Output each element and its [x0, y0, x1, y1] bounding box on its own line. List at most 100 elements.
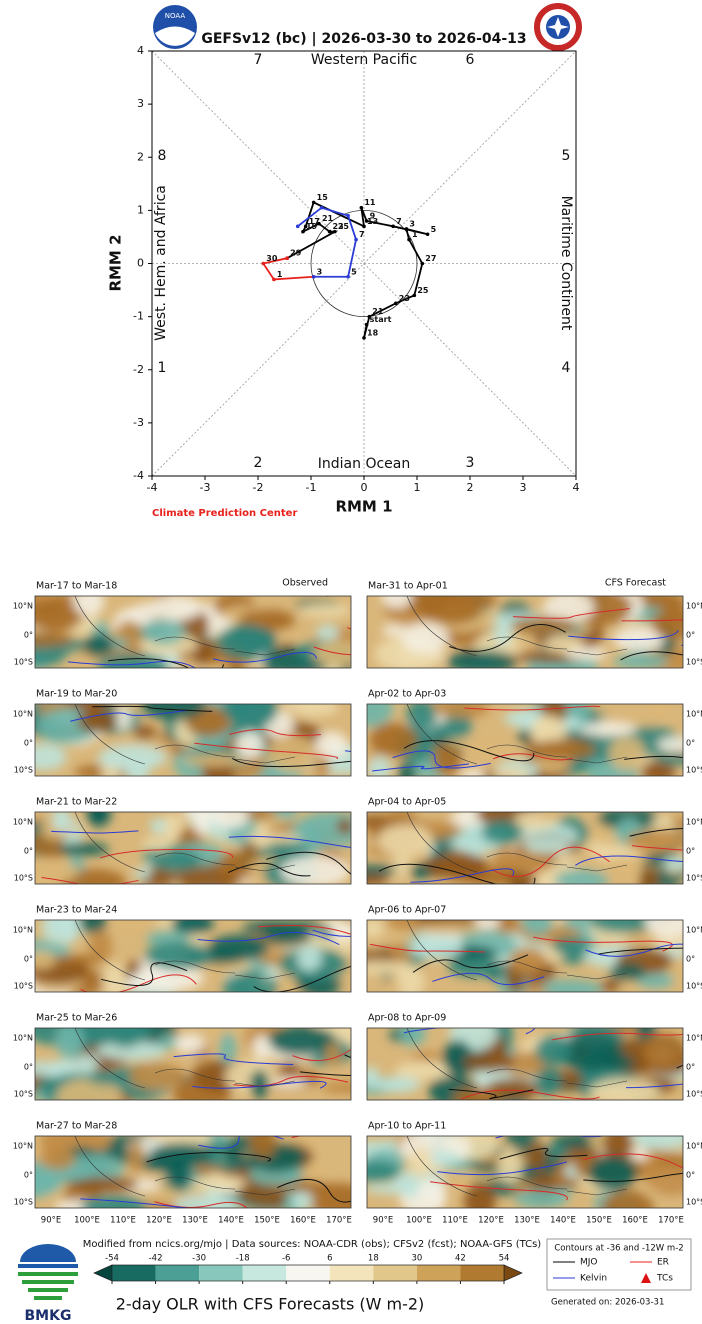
olr-blob	[367, 1160, 402, 1183]
contour	[70, 709, 188, 722]
lat-label: 0°	[24, 847, 33, 856]
point-label: 1	[277, 270, 283, 279]
olr-blob	[381, 596, 413, 609]
olr-blob	[409, 1146, 432, 1179]
colorbar-bin	[155, 1265, 200, 1281]
map-panel	[35, 920, 351, 992]
source-note: Modified from ncics.org/mjo | Data sourc…	[83, 1239, 542, 1250]
point-label: 23	[333, 222, 344, 231]
olr-blob	[601, 1189, 654, 1208]
lat-label: 10°N	[13, 818, 33, 827]
contour	[312, 929, 351, 937]
lon-label: 170°E	[326, 1216, 352, 1226]
point-label: 15	[317, 193, 329, 202]
contour	[67, 660, 196, 668]
lat-label: 10°N	[686, 1142, 702, 1151]
contour	[378, 863, 536, 884]
olr-blob	[421, 596, 483, 625]
contour	[173, 1053, 294, 1065]
olr-blob	[249, 1136, 278, 1160]
olr-blob	[128, 1063, 186, 1091]
trajectory-point	[364, 219, 369, 223]
map-frame	[366, 1135, 684, 1209]
olr-blob	[314, 731, 349, 759]
olr-blob	[35, 596, 56, 603]
olr-blob	[446, 650, 517, 668]
legend-item: MJO	[580, 1258, 598, 1268]
olr-blob	[534, 979, 604, 992]
contour	[491, 846, 610, 877]
colorbar-tick-label: -30	[192, 1254, 206, 1264]
contour	[277, 1179, 351, 1203]
olr-blob	[641, 1032, 683, 1069]
point-label: 21	[322, 214, 334, 223]
lat-label: 10°S	[14, 1198, 33, 1207]
olr-blob	[299, 603, 351, 618]
olr-blob	[609, 963, 646, 981]
lat-label: 10°N	[686, 818, 702, 827]
trajectory-point	[359, 205, 364, 210]
olr-blob	[88, 929, 113, 964]
coastline	[406, 812, 628, 873]
olr-blob	[535, 1035, 573, 1066]
x-tick-label: -1	[306, 481, 317, 494]
lon-label: 130°E	[514, 1216, 540, 1226]
trajectory-point	[301, 229, 305, 234]
lat-label: 10°N	[13, 602, 33, 611]
map-texture	[367, 812, 683, 884]
map-texture	[367, 920, 683, 992]
olr-blob	[321, 1081, 351, 1095]
panel-title: Mar-21 to Mar-22	[36, 797, 117, 808]
point-label: 3	[317, 267, 323, 276]
olr-blob	[430, 721, 472, 740]
lat-label: 0°	[24, 1171, 33, 1180]
map-panel	[35, 704, 351, 776]
map-frame	[34, 1135, 352, 1209]
map-panel	[367, 812, 683, 884]
contour	[229, 728, 321, 737]
olr-blob	[187, 1175, 247, 1191]
lat-label: 10°S	[686, 766, 702, 775]
colorbar-tick-label: -54	[105, 1254, 119, 1264]
olr-blob	[625, 829, 683, 853]
credit: Climate Prediction Center	[152, 508, 297, 519]
olr-blob	[509, 849, 552, 875]
contour	[626, 1083, 683, 1089]
olr-blob	[113, 706, 132, 730]
lat-label: 10°S	[686, 982, 702, 991]
map-frame	[366, 595, 684, 669]
coastline	[406, 920, 628, 981]
trajectory-point	[425, 232, 430, 237]
olr-blob	[55, 1028, 85, 1059]
lat-label: 0°	[686, 1171, 695, 1180]
colorbar-tick-label: 30	[411, 1254, 422, 1264]
lat-label: 0°	[686, 739, 695, 748]
coastline	[406, 1136, 628, 1197]
olr-blob	[599, 980, 622, 992]
lat-label: 10°S	[686, 874, 702, 883]
contour	[233, 1075, 349, 1087]
olr-blob	[78, 920, 107, 933]
olr-blob	[409, 934, 463, 960]
point-label: 1	[412, 230, 418, 239]
olr-blob	[324, 1042, 341, 1067]
map-panel	[367, 1136, 683, 1208]
phase-label: 7	[254, 52, 263, 68]
olr-blob	[35, 1166, 64, 1195]
olr-blob	[141, 618, 186, 645]
olr-blob	[514, 1189, 569, 1208]
map-frame	[34, 919, 352, 993]
map-frame	[34, 703, 352, 777]
olr-blob	[535, 1066, 563, 1097]
colorbar-title: 2-day OLR with CFS Forecasts (W m-2)	[116, 1295, 425, 1314]
map-texture	[35, 1136, 351, 1208]
lon-label: 150°E	[586, 1216, 612, 1226]
phase-label: 6	[466, 52, 475, 68]
coastline	[74, 1136, 296, 1197]
olr-blob	[39, 1147, 76, 1170]
trajectory-point	[272, 277, 276, 282]
olr-blob	[249, 1069, 270, 1100]
point-label: 25	[338, 222, 350, 231]
olr-blob	[237, 968, 267, 992]
point-label: 30	[266, 254, 278, 263]
